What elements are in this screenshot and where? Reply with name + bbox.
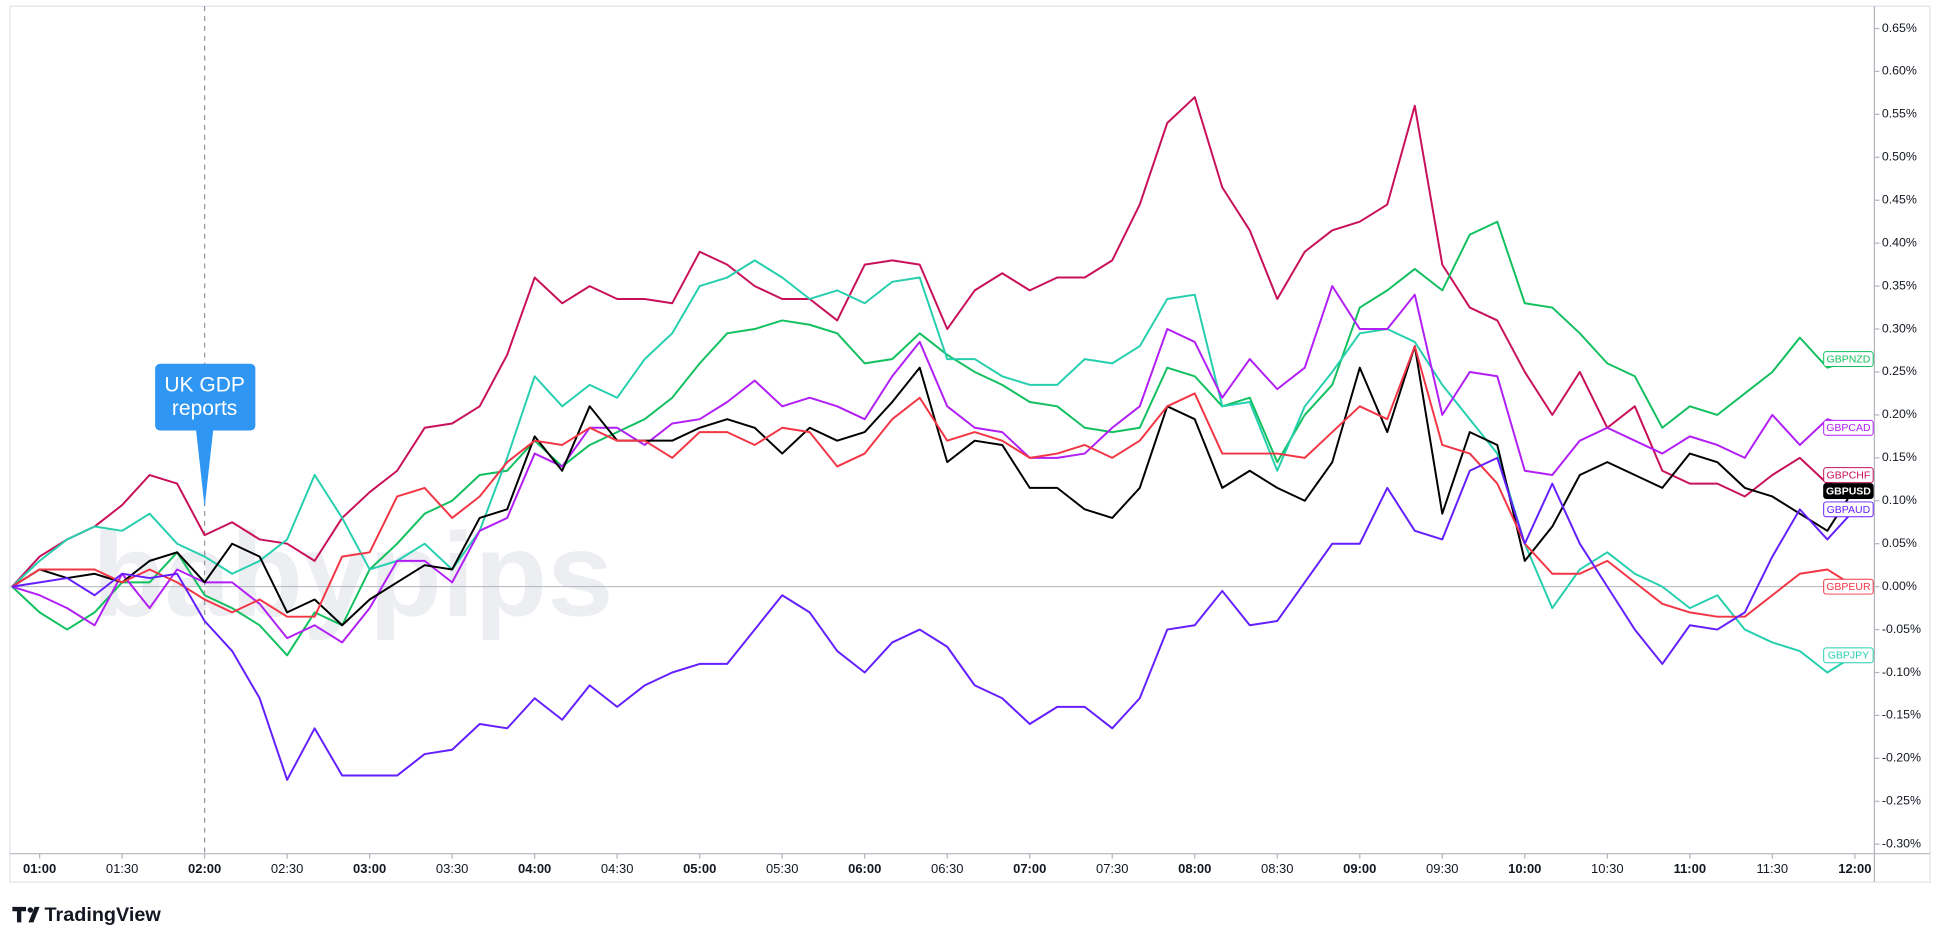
- y-tick-label: 0.10%: [1882, 493, 1917, 507]
- y-tick-label: 0.55%: [1882, 107, 1917, 121]
- callout-box: [155, 363, 256, 431]
- x-tick-label: 10:00: [1508, 861, 1541, 876]
- x-tick-label: 09:30: [1426, 861, 1459, 876]
- y-tick-label: 0.45%: [1882, 193, 1917, 207]
- x-tick-label: 02:30: [271, 861, 304, 876]
- x-tick-label: 06:30: [931, 861, 964, 876]
- y-tick-label: -0.30%: [1882, 837, 1921, 851]
- brand-name: TradingView: [45, 904, 162, 926]
- plot-area: [9, 6, 1875, 854]
- x-tick-label: 03:30: [436, 861, 468, 876]
- y-tick-label: 0.20%: [1882, 407, 1917, 421]
- legend-item: GBPEUR: [1823, 578, 1874, 595]
- y-tick-label: -0.10%: [1882, 665, 1921, 679]
- x-tick-label: 10:30: [1591, 861, 1624, 876]
- y-tick-label: 0.30%: [1882, 321, 1917, 335]
- y-tick-label: 0.50%: [1882, 150, 1917, 164]
- y-tick-label: 0.65%: [1882, 21, 1917, 35]
- series-line: [11, 345, 1856, 618]
- series-line: [11, 96, 1856, 588]
- brand-logo: TradingView: [12, 904, 161, 926]
- legend-item: GBPCHF: [1823, 467, 1874, 483]
- legend-item: GBPAUD: [1823, 501, 1874, 518]
- series-line: [11, 220, 1856, 657]
- callout-text: UK GDP: [164, 374, 245, 397]
- x-tick-label: 07:30: [1096, 861, 1129, 876]
- legend-box: [1823, 578, 1874, 595]
- legend-label: GBPCAD: [1826, 422, 1871, 434]
- legend-box: [1823, 467, 1874, 483]
- y-tick-label: 0.35%: [1882, 278, 1917, 292]
- x-tick-label: 11:30: [1757, 861, 1789, 876]
- legend-item: GBPUSD: [1823, 483, 1874, 500]
- x-tick-label: 09:00: [1343, 861, 1376, 876]
- x-tick-label: 12:00: [1838, 861, 1871, 876]
- series-line: [11, 259, 1856, 674]
- x-tick-label: 04:30: [601, 861, 634, 876]
- y-tick-label: -0.05%: [1882, 622, 1921, 636]
- legend-item: GBPCAD: [1823, 419, 1874, 436]
- legend-label: GBPNZD: [1827, 353, 1871, 365]
- y-tick-label: 0.00%: [1882, 579, 1917, 593]
- legend-item: GBPNZD: [1823, 351, 1874, 368]
- y-tick-label: 0.15%: [1882, 450, 1917, 464]
- x-tick-label: 05:30: [766, 861, 799, 876]
- y-tick-label: 0.60%: [1882, 64, 1917, 78]
- x-tick-label: 04:00: [518, 861, 551, 876]
- y-tick-label: -0.20%: [1882, 751, 1921, 765]
- series-line: [11, 456, 1856, 781]
- series-line: [11, 285, 1856, 644]
- legend-box: [1823, 351, 1874, 368]
- legend-box: [1823, 483, 1874, 500]
- x-tick-label: 01:30: [106, 861, 138, 876]
- y-tick-label: 0.05%: [1882, 536, 1917, 550]
- legend-label: GBPAUD: [1827, 504, 1871, 516]
- legend-label: GBPUSD: [1826, 485, 1871, 497]
- callout-text: reports: [172, 397, 237, 420]
- callout-pointer: [195, 429, 214, 508]
- logo-mark: [12, 906, 40, 923]
- y-tick-label: -0.15%: [1882, 708, 1921, 722]
- legend-label: GBPEUR: [1826, 581, 1871, 593]
- x-tick-label: 08:30: [1261, 861, 1294, 876]
- chart-frame: [9, 5, 1931, 883]
- legend-box: [1823, 647, 1874, 664]
- logo-dot: [27, 907, 34, 913]
- x-tick-label: 05:00: [683, 861, 716, 876]
- y-tick-label: -0.25%: [1882, 794, 1921, 808]
- legend-item: GBPJPY: [1823, 647, 1874, 664]
- x-tick-label: 03:00: [353, 861, 386, 876]
- x-tick-label: 06:00: [848, 861, 881, 876]
- y-tick-label: 0.40%: [1882, 235, 1917, 249]
- x-tick-label: 08:00: [1178, 861, 1211, 876]
- legend-label: GBPJPY: [1828, 650, 1869, 662]
- legend-box: [1823, 501, 1874, 518]
- x-tick-label: 07:00: [1013, 861, 1046, 876]
- legend-label: GBPCHF: [1827, 469, 1871, 481]
- x-tick-label: 02:00: [188, 861, 221, 876]
- x-tick-label: 01:00: [23, 861, 56, 876]
- series-line: [11, 345, 1856, 627]
- x-tick-label: 11:00: [1674, 861, 1707, 876]
- legend-box: [1823, 419, 1874, 436]
- y-tick-label: 0.25%: [1882, 364, 1917, 378]
